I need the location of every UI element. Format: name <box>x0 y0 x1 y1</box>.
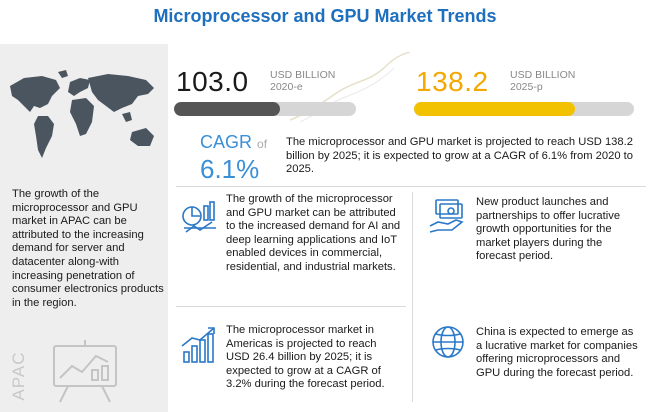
bar-2025-track <box>414 102 634 116</box>
globe-icon <box>432 326 464 358</box>
bullet-opportunities: New product launches and partnerships to… <box>476 196 621 263</box>
value-2020: 103.0 <box>176 66 249 97</box>
divider-horizontal-left <box>176 306 406 307</box>
bullet-americas: The microprocessor market in Americas is… <box>226 324 385 391</box>
divider-vertical <box>412 192 413 402</box>
bar-2025-fill <box>414 102 575 116</box>
bullet-china: China is expected to emerge as a lucrati… <box>476 326 638 379</box>
cagr-label: CAGR of <box>200 132 267 153</box>
page-title: Microprocessor and GPU Market Trends <box>153 6 497 26</box>
chart-board-icon <box>53 340 117 403</box>
bar-2020-track <box>174 102 356 116</box>
year-2020: 2020-e <box>270 81 303 93</box>
cagr-of: of <box>257 137 268 151</box>
money-hand-icon <box>429 199 464 233</box>
bar-growth-icon <box>181 327 215 363</box>
bar-2020-fill <box>174 102 280 116</box>
cagr-description: The microprocessor and GPU market is pro… <box>286 136 633 176</box>
unit-2025: USD BILLION <box>510 69 576 81</box>
cagr-value: 6.1% <box>200 154 260 184</box>
divider-horizontal <box>176 186 646 187</box>
world-map-icon <box>10 70 154 158</box>
cagr-label-text: CAGR <box>200 132 253 152</box>
apac-panel: The growth of the microprocessor and GPU… <box>0 44 168 412</box>
value-2025: 138.2 <box>416 66 489 97</box>
ai-chart-icon <box>182 201 216 233</box>
bullet-growth-drivers: The growth of the microprocessor and GPU… <box>226 193 401 273</box>
year-2025: 2025-p <box>510 81 543 93</box>
unit-2020: USD BILLION <box>270 69 336 81</box>
apac-description: The growth of the microprocessor and GPU… <box>12 188 164 309</box>
apac-label: APAC <box>6 344 30 406</box>
apac-label-text: APAC <box>9 351 28 401</box>
